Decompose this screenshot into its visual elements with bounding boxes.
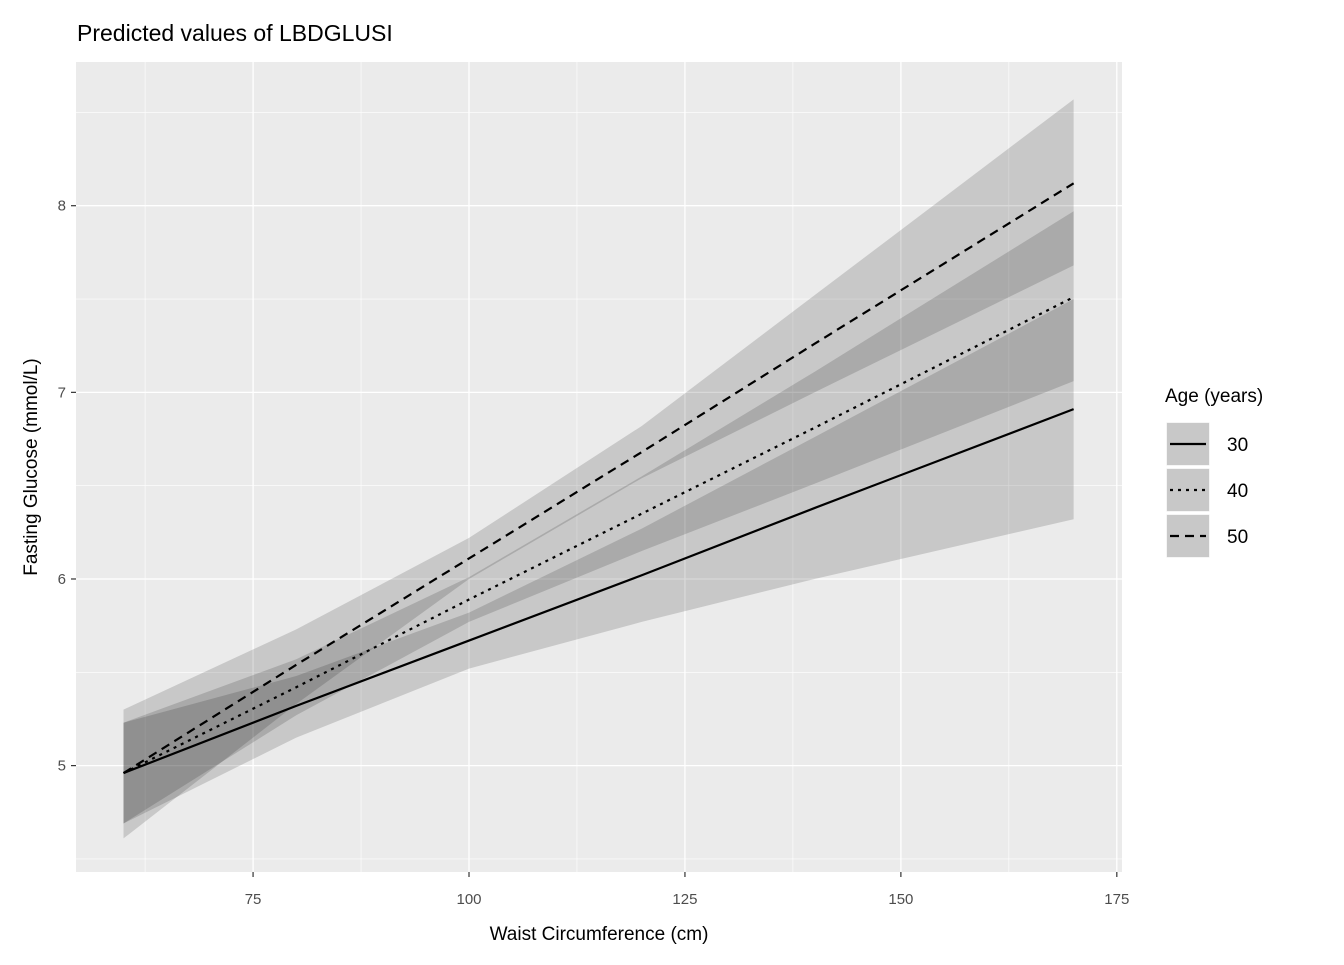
legend-label: 40 [1227,481,1248,502]
legend-label: 30 [1227,435,1248,456]
plot-panel [76,62,1122,872]
x-tick-label: 175 [1104,891,1129,908]
line-age-50 [122,182,1075,775]
x-tick-label: 100 [456,891,481,908]
y-tick-label: 8 [58,198,66,215]
ci-ribbon-age-30 [123,299,1074,824]
x-tick-label: 125 [672,891,697,908]
ci-ribbon-age-40 [123,211,1074,824]
line-age-40 [123,296,1075,775]
y-tick-label: 7 [58,384,66,401]
chart-title: Predicted values of LBDGLUSI [77,20,393,46]
x-tick-label: 150 [888,891,913,908]
y-tick-label: 5 [58,758,66,775]
line-age-30 [123,408,1075,775]
x-axis-label: Waist Circumference (cm) [490,924,709,945]
x-tick-label: 75 [245,891,262,908]
legend-title: Age (years) [1165,386,1263,407]
legend-label: 50 [1227,527,1248,548]
y-axis-label: Fasting Glucose (mmol/L) [21,358,42,576]
y-tick-label: 6 [58,571,66,588]
